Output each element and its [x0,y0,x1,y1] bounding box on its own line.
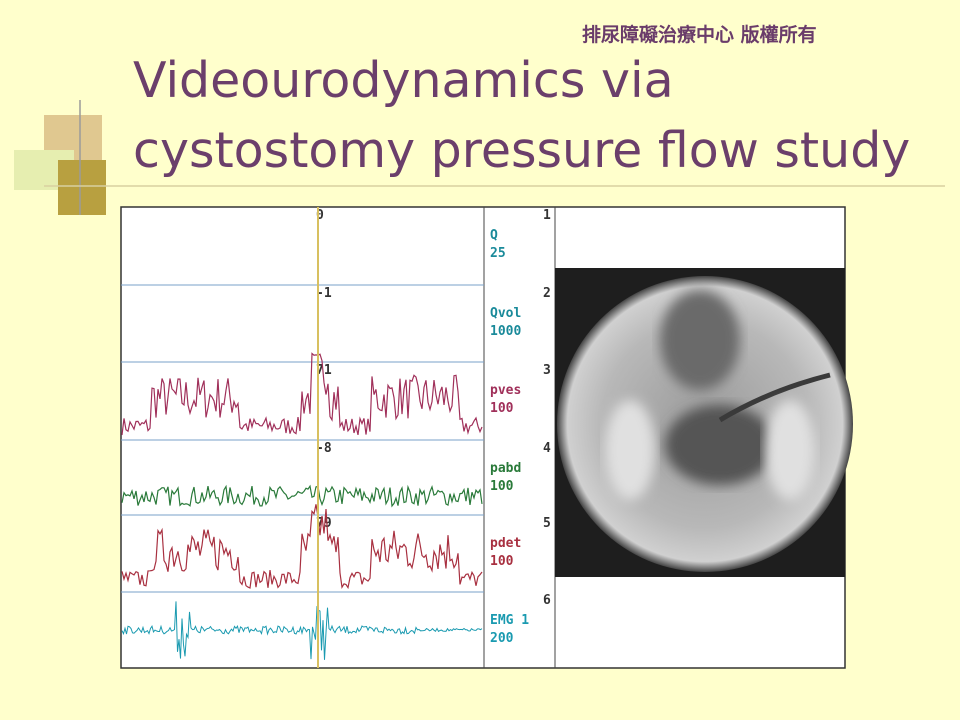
channel-number: 4 [543,441,551,456]
trace [121,484,483,508]
xray-catheter [718,372,831,423]
xray-bone [765,400,815,500]
xray-bone [605,400,655,500]
cursor-value: -1 [316,286,332,301]
title-line: Videourodynamics via [133,52,674,109]
channel-scale: 1000 [490,324,521,339]
cursor-value: 0 [316,208,324,223]
deco-square [58,160,106,215]
trace [121,504,483,590]
trace [121,601,483,660]
channel-number: 6 [543,593,551,608]
channel-scale: 100 [490,554,514,569]
cursor-value: -8 [316,441,332,456]
cursor-value: 71 [316,363,332,378]
xray-shadow [660,290,740,390]
copyright-note: 排尿障礙治療中心 版權所有 [582,24,817,46]
channel-name: pves [490,383,521,398]
trace [121,352,483,436]
slide-title: Videourodynamics via cystostomy pressure… [133,46,910,186]
xray-image [555,268,853,577]
channel-number: 5 [543,516,551,531]
channel-name: pabd [490,461,521,476]
channel-number: 2 [543,286,551,301]
channel-scale: 200 [490,631,514,646]
channel-scale: 25 [490,246,506,261]
xray-shadow [665,405,775,485]
channel-scale: 100 [490,479,514,494]
title-line: cystostomy pressure flow study [133,122,911,179]
channel-name: Q [490,228,498,243]
channel-name: Qvol [490,306,521,321]
channel-number: 3 [543,363,551,378]
channel-name: pdet [490,536,521,551]
channel-name: EMG 1 [490,613,529,628]
channel-scale: 100 [490,401,514,416]
channel-number: 1 [543,208,551,223]
